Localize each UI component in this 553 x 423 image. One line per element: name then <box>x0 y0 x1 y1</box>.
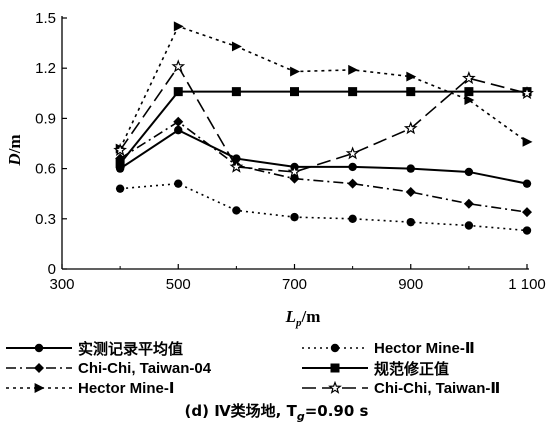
data-point <box>229 159 244 173</box>
y-axis-title: D/m <box>5 134 24 166</box>
series-1 <box>115 179 532 235</box>
data-point <box>522 207 532 218</box>
data-point <box>406 217 415 227</box>
caption-tail: =0.90 s <box>304 402 369 420</box>
series-line-3 <box>119 90 527 165</box>
series-5 <box>113 59 534 178</box>
legend-label-4: Hector Mine-Ⅰ <box>78 380 175 397</box>
data-point <box>522 179 532 188</box>
legend-label-3: 规范修正值 <box>374 359 450 378</box>
data-point <box>290 212 299 222</box>
data-point <box>522 136 533 147</box>
x-tick-label: 700 <box>282 276 307 293</box>
series-line-4 <box>119 25 528 149</box>
chart: 0 0.3 0.6 0.9 1.2 1.5 300 500 700 900 1 100 D/m Lp… <box>5 10 546 329</box>
data-point <box>463 198 474 209</box>
data-point <box>522 226 532 235</box>
data-point <box>173 116 184 127</box>
series-line-5 <box>119 65 528 173</box>
data-point <box>115 159 125 169</box>
legend-item-series-4: Hector Mine-Ⅰ <box>4 378 174 398</box>
data-point <box>232 206 241 215</box>
x-tick-label: 1 100 <box>508 276 546 293</box>
legend-swatch-marker <box>34 363 44 373</box>
legend: 实测记录平均值 Hector Mine-Ⅱ Chi-Chi, Taiwan-04… <box>0 338 553 400</box>
data-point <box>231 87 241 97</box>
y-tick-label: 0.3 <box>35 211 56 228</box>
data-point <box>287 164 302 178</box>
data-point <box>290 87 299 97</box>
legend-swatch-marker <box>34 343 44 353</box>
data-point <box>231 41 242 52</box>
data-point <box>348 214 357 223</box>
y-tick-label: 0.9 <box>35 110 56 127</box>
data-point <box>464 95 475 105</box>
data-point <box>345 146 360 160</box>
legend-swatch-5 <box>302 381 368 394</box>
data-point <box>348 162 357 172</box>
data-point <box>405 187 416 198</box>
data-point <box>290 66 300 77</box>
x-tick-label: 500 <box>166 276 191 293</box>
legend-swatch-4 <box>6 383 72 393</box>
legend-swatch-marker <box>330 363 340 373</box>
legend-swatch-1 <box>302 343 368 353</box>
x-axis-title: Lp/m <box>285 307 321 329</box>
caption-text: (d) Ⅳ类场地, T <box>184 402 297 420</box>
legend-item-series-1: Hector Mine-Ⅱ <box>300 338 475 358</box>
series-line-0 <box>119 128 528 185</box>
data-point <box>520 86 534 100</box>
legend-label-5: Chi-Chi, Taiwan-Ⅱ <box>374 380 501 397</box>
legend-swatch-0 <box>6 343 72 353</box>
data-point <box>464 221 474 230</box>
x-tick-label: 900 <box>398 276 423 293</box>
data-point <box>348 87 358 97</box>
axes: 0 0.3 0.6 0.9 1.2 1.5 300 500 700 900 1 100 <box>35 10 546 293</box>
legend-item-series-5: Chi-Chi, Taiwan-Ⅱ <box>300 378 500 398</box>
x-tick-label: 300 <box>49 276 74 293</box>
data-point <box>406 164 415 173</box>
data-point <box>403 121 418 135</box>
data-point <box>173 21 184 32</box>
legend-swatch-marker <box>34 383 45 393</box>
data-point <box>232 154 241 163</box>
series-0 <box>115 125 532 188</box>
data-point <box>115 184 125 193</box>
data-point <box>406 71 417 82</box>
data-point <box>171 59 186 73</box>
data-point <box>174 179 183 188</box>
data-point <box>113 142 128 157</box>
series-layer <box>113 21 534 235</box>
legend-label-0: 实测记录平均值 <box>78 339 184 358</box>
series-4 <box>115 21 533 154</box>
y-tick-label: 1.2 <box>35 60 56 77</box>
legend-swatch-marker <box>328 381 342 394</box>
legend-swatch-3 <box>302 363 368 373</box>
legend-label-2: Chi-Chi, Taiwan-04 <box>78 359 212 377</box>
data-point <box>464 167 474 177</box>
data-point <box>174 125 183 135</box>
data-point <box>347 178 358 189</box>
legend-item-series-3: 规范修正值 <box>300 358 449 378</box>
y-tick-label: 0 <box>48 261 56 278</box>
data-point <box>173 87 183 97</box>
data-point <box>348 64 359 75</box>
y-tick-label: 0.6 <box>35 161 56 178</box>
series-3 <box>115 87 532 169</box>
y-tick-label: 1.5 <box>35 10 56 27</box>
legend-label-1: Hector Mine-Ⅱ <box>374 340 475 357</box>
caption-subscript: g <box>296 410 305 423</box>
data-point <box>461 71 476 85</box>
legend-item-series-2: Chi-Chi, Taiwan-04 <box>4 358 211 378</box>
data-point <box>406 87 416 97</box>
legend-item-series-0: 实测记录平均值 <box>4 338 183 358</box>
series-line-2 <box>119 120 528 213</box>
legend-swatch-marker <box>330 343 340 353</box>
legend-swatch-2 <box>6 363 72 373</box>
data-point <box>464 87 474 97</box>
figure-caption: (d) Ⅳ类场地, Tg=0.90 s <box>0 400 553 423</box>
